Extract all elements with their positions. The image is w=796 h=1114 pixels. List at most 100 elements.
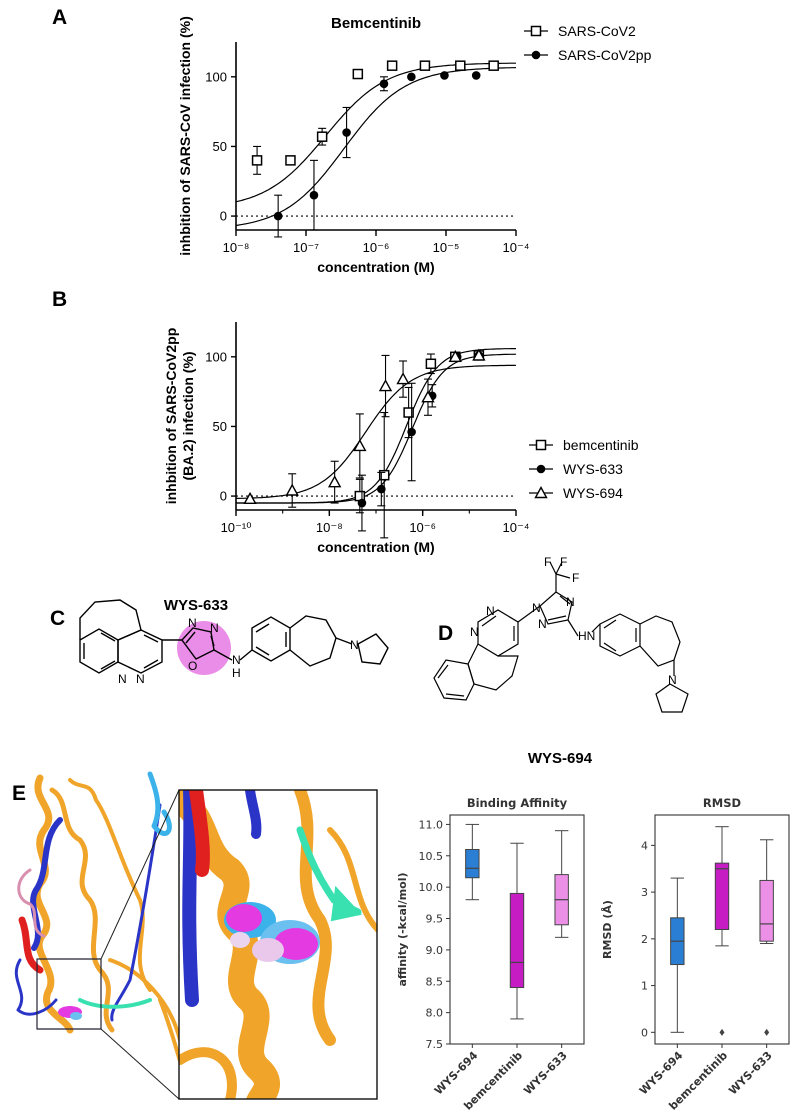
x-tick-label: 10⁻⁴ <box>503 520 530 535</box>
box-wys-633 <box>759 879 774 942</box>
y-tick-label: 100 <box>205 69 227 84</box>
x-axis-label: concentration (M) <box>317 539 434 555</box>
legend-label: WYS-694 <box>563 485 623 501</box>
y-axis-label: (BA.2) infection (%) <box>180 351 196 480</box>
legend-label: WYS-633 <box>563 461 623 477</box>
wys633-atom-labels: N N N N O N H N <box>118 616 359 686</box>
x-tick-label: WYS-633 <box>521 1049 569 1097</box>
atom-n: N <box>566 595 575 609</box>
data-point-wys-694 <box>378 379 393 392</box>
legend-marker <box>534 486 548 499</box>
atom-n: N <box>470 625 479 639</box>
atom-n: N <box>668 673 677 687</box>
chart-title: Binding Affinity <box>467 796 568 810</box>
x-tick-label: 10⁻⁶ <box>409 520 436 535</box>
y-tick-label: 0 <box>641 1026 648 1039</box>
fit-curve-sars-cov2pp <box>235 67 517 227</box>
y-axis-label: inhbition of SARS-CoV infection (%) <box>177 16 193 256</box>
atom-n: N <box>188 616 197 630</box>
data-point-wys-694 <box>472 348 486 361</box>
data-point-sars-cov2pp <box>471 71 481 80</box>
y-tick-label: 8.0 <box>426 1007 444 1020</box>
fit-curve-sars-cov2 <box>235 62 516 203</box>
wys694-structure <box>433 561 689 713</box>
y-tick-label: 50 <box>213 139 227 154</box>
y-tick-label: 9.5 <box>426 913 444 926</box>
x-tick-label: WYS-633 <box>726 1049 774 1097</box>
chart-title: RMSD <box>703 796 741 810</box>
data-point-bemcentinib <box>403 407 414 418</box>
data-point-sars-cov2pp <box>342 128 351 137</box>
panel-label-a: A <box>52 6 67 29</box>
data-point-sars-cov2 <box>419 60 431 71</box>
atom-n: N <box>118 672 127 686</box>
protein-zoom-inset <box>178 789 378 1100</box>
panel-label-c: C <box>50 607 65 630</box>
y-tick-label: 0 <box>220 489 227 504</box>
panel-label-d: D <box>438 622 453 645</box>
compound-d-name: WYS-694 <box>528 750 593 767</box>
data-point-sars-cov2 <box>251 155 263 166</box>
atom-n: N <box>538 617 547 631</box>
data-point-sars-cov2 <box>488 60 499 71</box>
protein-structure <box>14 771 188 1100</box>
data-point-sars-cov2 <box>386 60 398 71</box>
box-wys-633-outlier <box>764 1028 770 1036</box>
data-point-wys-694 <box>421 390 435 403</box>
atom-n: N <box>136 672 145 686</box>
y-axis-label: RMSD (Å) <box>601 900 614 959</box>
data-point-sars-cov2pp <box>273 211 283 221</box>
oxadiazole-highlight <box>177 621 231 675</box>
y-axis-label: inhbition of SARS-CoV2pp <box>163 328 179 505</box>
legend-label: SARS-CoV2pp <box>558 47 652 63</box>
atom-h: H <box>232 666 241 680</box>
y-tick-label: 9.0 <box>426 944 444 957</box>
fit-curve-wys-694 <box>236 364 517 499</box>
y-tick-label: 8.5 <box>426 975 444 988</box>
chart-b: 0 50 100 10⁻¹⁰ 10⁻⁸ 10⁻⁶ 10⁻⁴ concentration (M)… <box>163 322 639 555</box>
x-tick-label: 10⁻⁸ <box>223 240 250 255</box>
atom-n: N <box>532 601 541 615</box>
y-tick-label: 10.5 <box>419 850 444 863</box>
data-point-sars-cov2pp <box>379 79 389 89</box>
data-point-bemcentinib <box>378 469 390 481</box>
y-tick-label: 2 <box>641 933 648 946</box>
y-axis-label: affinity (-kcal/mol) <box>396 872 409 986</box>
atom-n: N <box>210 621 219 635</box>
chart-a: Bemcentinib 0 50 100 10⁻⁸ 10⁻⁷ 10⁻⁶ 10⁻⁵ 10⁻⁴ con… <box>177 15 652 275</box>
panel-label-b: B <box>52 288 67 311</box>
y-tick-label: 7.5 <box>426 1038 444 1051</box>
compound-c-name: WYS-633 <box>164 597 228 614</box>
data-point-wys-633 <box>377 484 386 494</box>
data-point-sars-cov2pp <box>309 190 319 200</box>
box-bemcentinib <box>714 862 730 930</box>
box-bemcentinib-outlier <box>719 1028 725 1036</box>
atom-o: O <box>188 659 197 673</box>
atom-f: F <box>572 571 579 585</box>
data-point-sars-cov2 <box>352 68 364 80</box>
y-tick-label: 1 <box>641 980 648 993</box>
fit-curve-wys-633 <box>236 353 517 504</box>
legend-marker <box>536 464 546 474</box>
y-tick-label: 50 <box>213 419 227 434</box>
data-point-wys-633 <box>407 427 416 437</box>
wys694-atom-labels: F F F N N N N N HN N <box>470 555 677 687</box>
chart-title: Bemcentinib <box>331 15 421 32</box>
x-tick-label: 10⁻⁷ <box>293 240 319 255</box>
y-tick-label: 4 <box>641 839 648 852</box>
y-tick-label: 3 <box>641 886 648 899</box>
atom-f: F <box>544 555 551 569</box>
y-tick-label: 100 <box>205 349 227 364</box>
data-point-sars-cov2 <box>285 155 296 166</box>
x-axis-label: concentration (M) <box>317 259 434 275</box>
y-tick-label: 11.0 <box>419 818 444 831</box>
legend-label: bemcentinib <box>563 437 639 453</box>
y-tick-label: 0 <box>220 209 227 224</box>
zoom-region-box <box>36 958 102 1030</box>
atom-f: F <box>560 555 567 569</box>
chart-binding-affinity: Binding Affinity 7.5 8.0 8.5 9.0 9.5 10.0 10.5 1… <box>396 796 585 1113</box>
data-point-wys-694 <box>327 475 342 488</box>
data-point-bemcentinib <box>425 358 437 370</box>
